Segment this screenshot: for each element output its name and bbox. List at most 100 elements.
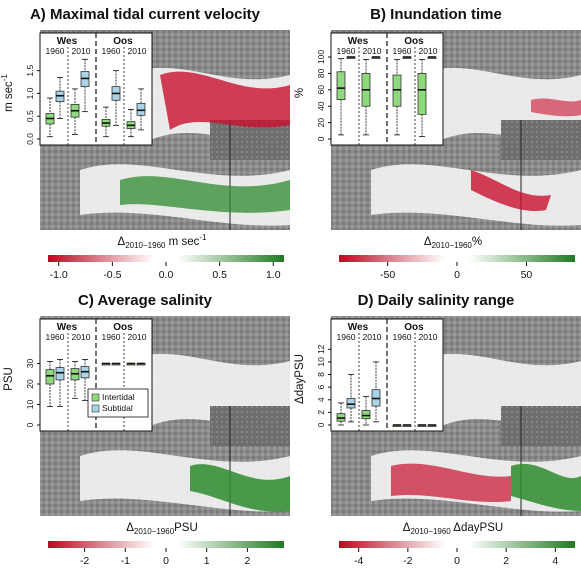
colorbar-label-sub: 2010−1960 <box>134 527 175 536</box>
colorbar-tick-label: 1.0 <box>266 269 281 281</box>
change-green-region <box>120 176 290 213</box>
panel-title: A) Maximal tidal current velocity <box>30 6 261 23</box>
box-wes-2010-intertidal <box>361 59 371 136</box>
box-oos-2010-subtidal <box>136 88 146 131</box>
colorbar-tick-label: 50 <box>521 269 533 281</box>
panel-title: C) Average salinity <box>78 292 213 309</box>
box-body <box>45 369 55 385</box>
y-tick-label: 1.0 <box>25 87 35 99</box>
box-wes-1960-subtidal <box>55 358 65 407</box>
box-body <box>136 103 146 116</box>
legend-label-intertidal: Intertidal <box>102 392 135 402</box>
year-label: 2010 <box>128 46 147 56</box>
colorbar <box>48 541 284 548</box>
year-label: 1960 <box>337 46 356 56</box>
colorbar-label-unit: % <box>472 236 482 248</box>
group-label-oos: Oos <box>113 322 133 333</box>
colorbar-tick-label: 2 <box>244 555 250 567</box>
box-body <box>392 74 402 107</box>
year-label: 2010 <box>128 332 147 342</box>
box-wes-2010-subtidal <box>80 358 90 401</box>
box-oos-2010-intertidal <box>126 362 136 366</box>
y-tick-label: 100 <box>316 50 326 64</box>
y-tick-label: 40 <box>316 101 326 111</box>
y-tick-label: 0 <box>316 422 326 427</box>
colorbar-label: Δ2010−1960% <box>424 236 482 250</box>
y-tick-label: 8 <box>316 372 326 377</box>
year-label: 2010 <box>72 332 91 342</box>
colorbar-tick-label: 2 <box>503 555 509 567</box>
colorbar-label-sub: 2010−1960 <box>125 241 166 250</box>
box-body <box>417 73 427 115</box>
y-tick-label: 6 <box>316 385 326 390</box>
y-tick-label: 0 <box>25 422 35 427</box>
y-tick-label: 0 <box>316 136 326 141</box>
legend-label-subtidal: Subtidal <box>102 403 133 413</box>
year-label: 2010 <box>72 46 91 56</box>
box-oos-1960-subtidal <box>111 362 121 366</box>
colorbar-tick-label: -2 <box>80 555 89 567</box>
box-oos-2010-intertidal <box>417 59 427 137</box>
colorbar-tick-label: 1 <box>204 555 210 567</box>
colorbar <box>339 255 575 262</box>
box-wes-1960-intertidal <box>45 97 55 138</box>
change-red-region <box>471 170 551 211</box>
box-wes-1960-subtidal <box>55 77 65 119</box>
group-label-wes: Wes <box>57 322 78 333</box>
colorbar-label-unit: m sec <box>165 236 199 248</box>
y-tick-label: 80 <box>316 68 326 78</box>
colorbar-tick-label: 4 <box>552 555 558 567</box>
colorbar <box>339 541 575 548</box>
year-label: 2010 <box>363 332 382 342</box>
box-wes-2010-subtidal <box>80 58 90 113</box>
group-label-wes: Wes <box>348 322 369 333</box>
box-wes-2010-subtidal <box>371 56 381 59</box>
y-axis-label: PSU <box>3 367 15 391</box>
box-body <box>361 410 371 420</box>
colorbar-tick-label: -1.0 <box>50 269 68 281</box>
change-red-region-2 <box>531 98 581 117</box>
box-oos-1960-intertidal <box>392 424 402 427</box>
box-oos-2010-subtidal <box>136 362 146 366</box>
year-label: 1960 <box>46 46 65 56</box>
legend-frame <box>87 388 149 418</box>
box-wes-2010-subtidal <box>371 361 381 423</box>
colorbar-tick-label: -1 <box>121 555 130 567</box>
box-oos-2010-subtidal <box>427 56 437 59</box>
group-label-wes: Wes <box>57 36 78 47</box>
box-body <box>336 71 346 101</box>
box-wes-1960-subtidal <box>346 374 356 423</box>
change-green-region <box>511 463 581 511</box>
colorbar-tick-label: 0 <box>454 555 460 567</box>
year-label: 1960 <box>393 46 412 56</box>
group-label-oos: Oos <box>404 36 424 47</box>
box-wes-2010-intertidal <box>70 88 80 135</box>
panel-title: D) Daily salinity range <box>358 292 515 309</box>
box-wes-2010-intertidal <box>361 396 371 426</box>
year-label: 1960 <box>102 46 121 56</box>
colorbar-label: Δ2010−1960PSU <box>126 522 198 536</box>
year-label: 1960 <box>393 332 412 342</box>
colorbar-label-unit: PSU <box>174 522 198 534</box>
colorbar-tick-label: -2 <box>403 555 412 567</box>
y-tick-label: 4 <box>316 397 326 402</box>
y-tick-label: 1.5 <box>25 64 35 76</box>
year-label: 2010 <box>419 332 438 342</box>
box-oos-1960-subtidal <box>402 424 412 427</box>
colorbar <box>48 255 284 262</box>
year-label: 1960 <box>102 332 121 342</box>
land-area <box>501 120 581 160</box>
change-green-region <box>190 464 290 512</box>
box-wes-1960-intertidal <box>45 361 55 407</box>
y-tick-label: 10 <box>316 357 326 367</box>
y-tick-label: 0.5 <box>25 110 35 122</box>
box-oos-2010-intertidal <box>126 108 136 138</box>
group-label-oos: Oos <box>113 36 133 47</box>
colorbar-tick-label: -4 <box>354 555 363 567</box>
colorbar-tick-label: 0.0 <box>159 269 174 281</box>
